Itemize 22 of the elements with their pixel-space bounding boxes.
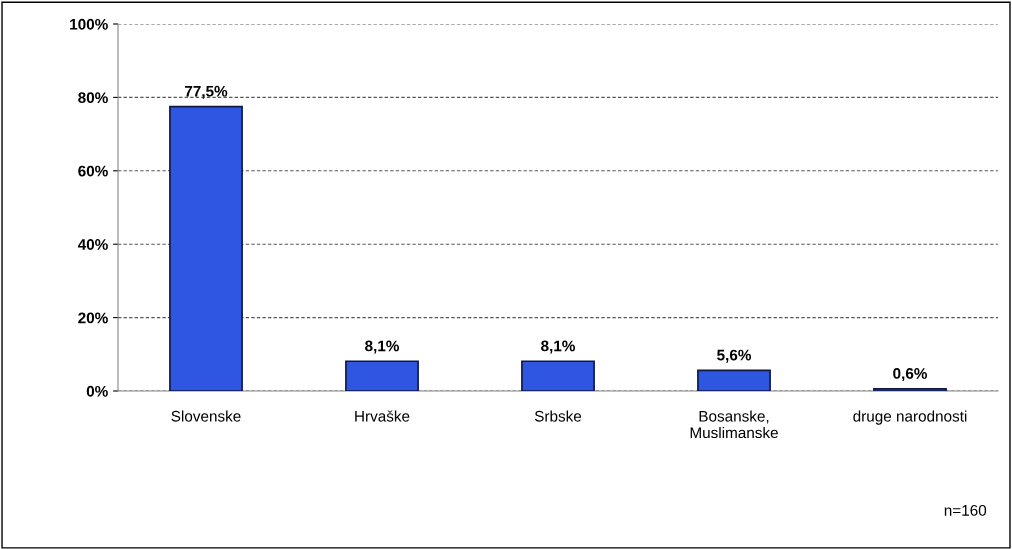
y-tick-label: 0% — [86, 385, 108, 397]
data-label: 8,1% — [541, 340, 576, 354]
text: n=160 — [944, 504, 987, 516]
x-tick-label: Bosanske, Muslimanske — [690, 410, 778, 439]
y-tick-label: 40% — [77, 239, 108, 250]
bar — [169, 105, 243, 391]
y-tick-label: 20% — [78, 312, 108, 324]
bar — [521, 360, 595, 391]
x-tick-label: Hrvaške — [355, 410, 410, 422]
bar — [873, 387, 947, 391]
data-label: 8,1% — [365, 340, 400, 354]
y-tick-label: 80% — [78, 92, 108, 104]
data-label: 77,5% — [185, 85, 228, 99]
x-tick-label: druge narodnosti — [853, 410, 967, 425]
y-tick-label: 60% — [78, 165, 108, 177]
bar — [697, 369, 771, 391]
y-tick-label: 100% — [70, 18, 108, 30]
x-tick-label: Slovenske — [171, 410, 241, 422]
data-label: 0,6% — [893, 368, 928, 382]
x-tick-label: Srbske — [534, 410, 582, 422]
bar — [345, 360, 419, 391]
data-label: 5,6% — [717, 349, 752, 363]
